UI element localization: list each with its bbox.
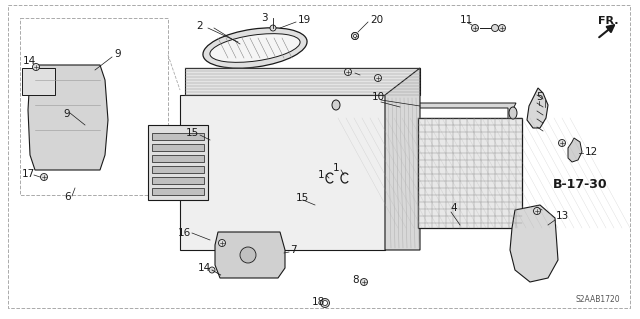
Circle shape — [499, 25, 506, 32]
Text: 4: 4 — [450, 203, 456, 213]
Circle shape — [534, 207, 541, 214]
Circle shape — [559, 139, 566, 146]
Polygon shape — [385, 68, 420, 250]
Text: 1: 1 — [318, 170, 324, 180]
Text: 5: 5 — [536, 92, 543, 102]
Polygon shape — [215, 232, 285, 278]
Polygon shape — [148, 125, 208, 200]
Text: 10: 10 — [372, 92, 385, 102]
Text: 11: 11 — [460, 15, 473, 25]
Ellipse shape — [323, 300, 328, 306]
Ellipse shape — [321, 299, 330, 308]
Circle shape — [344, 69, 351, 76]
Text: 14: 14 — [198, 263, 211, 273]
Polygon shape — [180, 95, 385, 250]
Text: 19: 19 — [298, 15, 311, 25]
Text: 9: 9 — [63, 109, 70, 119]
Polygon shape — [418, 118, 522, 228]
Text: 7: 7 — [290, 245, 296, 255]
Polygon shape — [568, 138, 582, 162]
Polygon shape — [22, 68, 55, 95]
Text: 1: 1 — [333, 163, 340, 173]
Ellipse shape — [203, 28, 307, 68]
Ellipse shape — [210, 33, 300, 62]
Ellipse shape — [509, 107, 517, 119]
Ellipse shape — [332, 100, 340, 110]
Circle shape — [374, 75, 381, 81]
Circle shape — [472, 25, 479, 32]
Circle shape — [351, 33, 358, 40]
Polygon shape — [185, 68, 420, 95]
Polygon shape — [152, 177, 204, 184]
Text: 2: 2 — [196, 21, 203, 31]
Text: 9: 9 — [114, 49, 120, 59]
Polygon shape — [152, 166, 204, 173]
Circle shape — [40, 174, 47, 181]
Text: 17: 17 — [22, 169, 35, 179]
Circle shape — [33, 63, 40, 70]
Circle shape — [218, 240, 225, 247]
Text: 20: 20 — [370, 15, 383, 25]
Polygon shape — [152, 188, 204, 195]
Text: 14: 14 — [23, 56, 36, 66]
Circle shape — [321, 300, 328, 307]
Text: 8: 8 — [352, 275, 358, 285]
Ellipse shape — [353, 34, 356, 38]
Text: FR.: FR. — [598, 16, 618, 26]
Text: S2AAB1720: S2AAB1720 — [575, 295, 620, 305]
Polygon shape — [152, 155, 204, 162]
Text: 6: 6 — [64, 192, 70, 202]
Polygon shape — [510, 205, 558, 282]
Circle shape — [360, 278, 367, 286]
Circle shape — [209, 267, 215, 273]
Text: 13: 13 — [556, 211, 569, 221]
Text: 15: 15 — [186, 128, 199, 138]
Polygon shape — [152, 133, 204, 140]
Polygon shape — [527, 88, 548, 128]
Text: 18: 18 — [312, 297, 325, 307]
Circle shape — [270, 25, 276, 31]
Ellipse shape — [351, 33, 358, 40]
Ellipse shape — [492, 25, 499, 32]
Circle shape — [240, 247, 256, 263]
Polygon shape — [152, 144, 204, 151]
Text: 12: 12 — [585, 147, 598, 157]
Polygon shape — [335, 103, 516, 120]
Text: 3: 3 — [261, 13, 268, 23]
Text: B-17-30: B-17-30 — [553, 179, 607, 191]
Text: 15: 15 — [296, 193, 309, 203]
Text: 16: 16 — [178, 228, 191, 238]
Polygon shape — [28, 65, 108, 170]
